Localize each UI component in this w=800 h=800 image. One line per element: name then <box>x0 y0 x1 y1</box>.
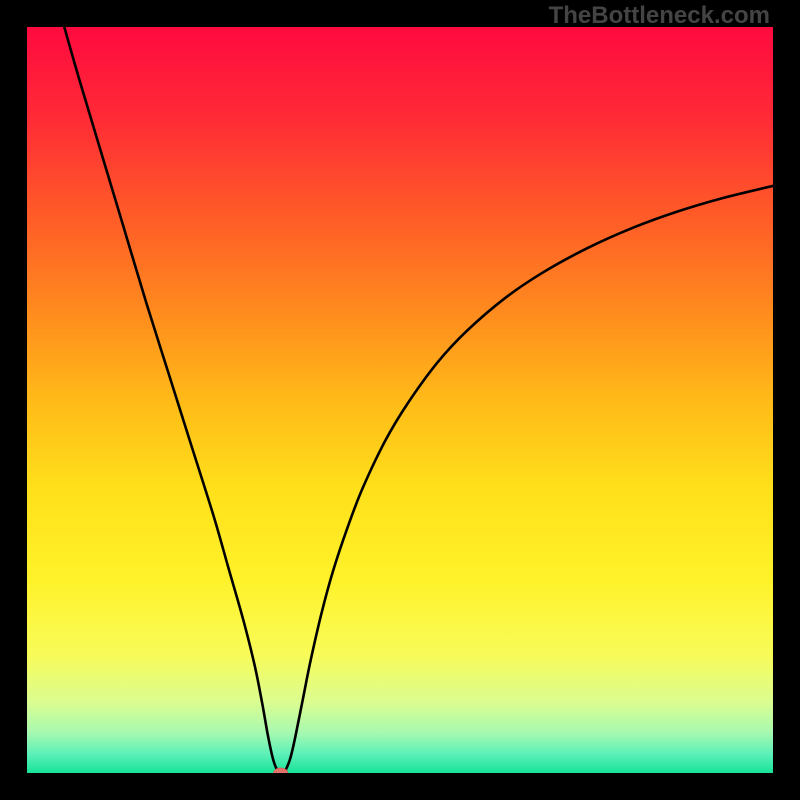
gradient-plot-svg <box>27 27 773 773</box>
gradient-background <box>27 27 773 773</box>
watermark-text: TheBottleneck.com <box>549 2 770 30</box>
chart-frame: TheBottleneck.com <box>0 0 800 800</box>
plot-area <box>27 27 773 773</box>
